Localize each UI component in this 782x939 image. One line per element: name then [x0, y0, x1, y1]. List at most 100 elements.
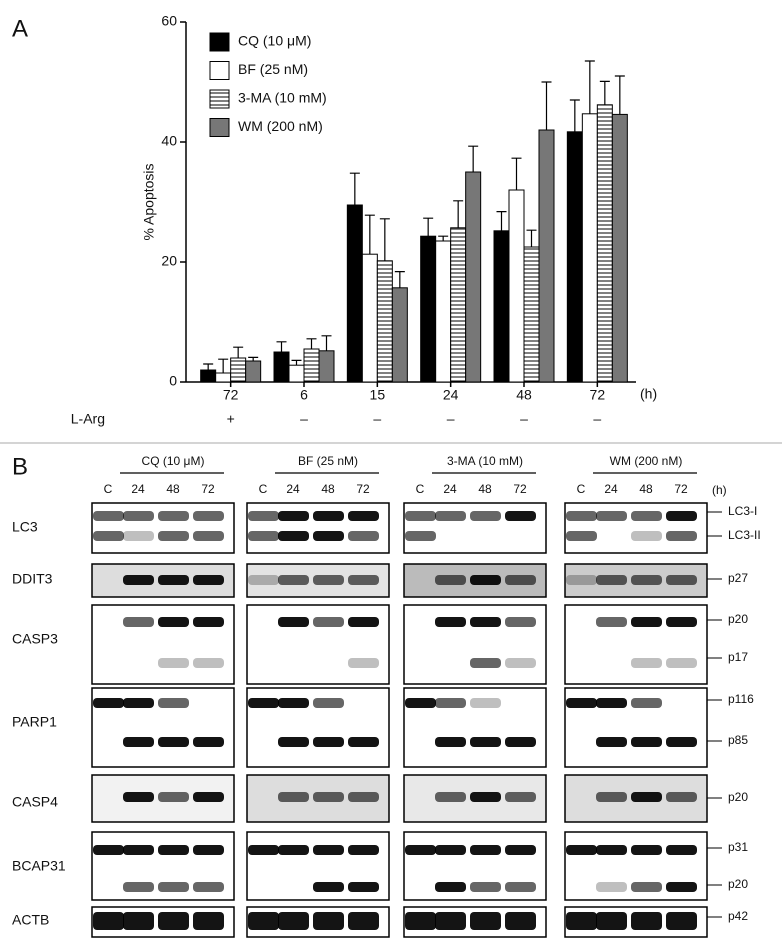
bar — [435, 240, 452, 383]
lane-label: 24 — [131, 482, 145, 496]
blot-band — [313, 912, 344, 930]
blot-band — [123, 912, 154, 930]
blot-band — [313, 511, 344, 521]
x-tick-label: 15 — [370, 387, 386, 403]
blot-band — [93, 845, 124, 855]
blot-band — [631, 511, 662, 521]
blot-band — [505, 737, 536, 747]
blot-band — [631, 912, 662, 930]
blot-band — [313, 575, 344, 585]
blot-band — [348, 912, 379, 930]
marker-label: LC3-I — [728, 504, 757, 518]
blot-band — [158, 617, 189, 627]
blot-frame — [91, 604, 235, 685]
blot-band — [596, 511, 627, 521]
blot-band — [470, 912, 501, 930]
blot-band — [666, 737, 697, 747]
blot-band — [123, 531, 154, 541]
bar — [450, 227, 467, 383]
blot-band — [505, 882, 536, 892]
blot-band — [193, 845, 224, 855]
row-value: – — [447, 411, 455, 427]
blot-band — [505, 845, 536, 855]
blot-band — [435, 575, 466, 585]
row-label: PARP1 — [12, 714, 57, 730]
blot-band — [435, 882, 466, 892]
bar — [581, 113, 598, 383]
blot-band — [470, 792, 501, 802]
blot-band — [566, 845, 597, 855]
bar — [420, 235, 437, 383]
error-bar — [321, 335, 332, 351]
blot-band — [248, 845, 279, 855]
blot-band — [631, 698, 662, 708]
row-value: + — [227, 411, 235, 427]
marker-label: p20 — [728, 877, 748, 891]
blot-band — [158, 792, 189, 802]
lane-label: 72 — [674, 482, 688, 496]
x-tick-label: 6 — [300, 387, 308, 403]
blot-band — [631, 737, 662, 747]
error-bar — [349, 172, 360, 205]
y-tick-label: 20 — [161, 253, 177, 269]
error-bar — [496, 211, 507, 231]
blot-band — [405, 845, 436, 855]
x-tick-label: 72 — [223, 387, 239, 403]
bar — [465, 171, 482, 383]
blot-band — [470, 698, 501, 708]
blot-band — [666, 617, 697, 627]
error-bar — [276, 341, 287, 352]
blot-band — [193, 792, 224, 802]
blot-band — [278, 575, 309, 585]
blot-band — [348, 792, 379, 802]
blot-band — [158, 737, 189, 747]
blot-band — [631, 882, 662, 892]
blot-frame — [564, 604, 708, 685]
bar — [611, 113, 628, 383]
blot-band — [348, 531, 379, 541]
error-bar — [306, 338, 317, 349]
error-bar — [364, 214, 375, 255]
x-tick-label: 24 — [443, 387, 459, 403]
blot-band — [631, 658, 662, 668]
blot-band — [596, 617, 627, 627]
x-tick-label: 72 — [590, 387, 606, 403]
blot-band — [348, 882, 379, 892]
blot-band — [405, 698, 436, 708]
bar — [508, 189, 525, 383]
panel-label: A — [12, 15, 28, 42]
blot-band — [313, 792, 344, 802]
blot-band — [248, 511, 279, 521]
y-tick-label: 0 — [169, 373, 177, 389]
blot-band — [158, 912, 189, 930]
blot-band — [248, 531, 279, 541]
blot-band — [193, 737, 224, 747]
blot-band — [93, 511, 124, 521]
lane-label: C — [577, 482, 586, 496]
x-tick-label: 48 — [516, 387, 532, 403]
y-tick-label: 60 — [161, 13, 177, 29]
error-bar — [599, 80, 610, 105]
blot-band — [566, 511, 597, 521]
blot-band — [248, 912, 279, 930]
row-label: LC3 — [12, 519, 38, 535]
blot-band — [435, 511, 466, 521]
bar — [288, 364, 305, 383]
blot-band — [158, 658, 189, 668]
legend-swatch — [209, 61, 230, 80]
bar — [391, 287, 408, 383]
blot-band — [666, 912, 697, 930]
row-value: – — [593, 411, 601, 427]
blot-band — [470, 658, 501, 668]
legend-label: BF (25 nM) — [238, 61, 308, 77]
lane-label: C — [104, 482, 113, 496]
blot-band — [470, 845, 501, 855]
blot-band — [123, 575, 154, 585]
blot-band — [435, 792, 466, 802]
blot-band — [278, 698, 309, 708]
bar — [245, 360, 262, 383]
marker-label: p42 — [728, 909, 748, 923]
blot-frame — [91, 502, 235, 554]
error-bar — [526, 229, 537, 247]
